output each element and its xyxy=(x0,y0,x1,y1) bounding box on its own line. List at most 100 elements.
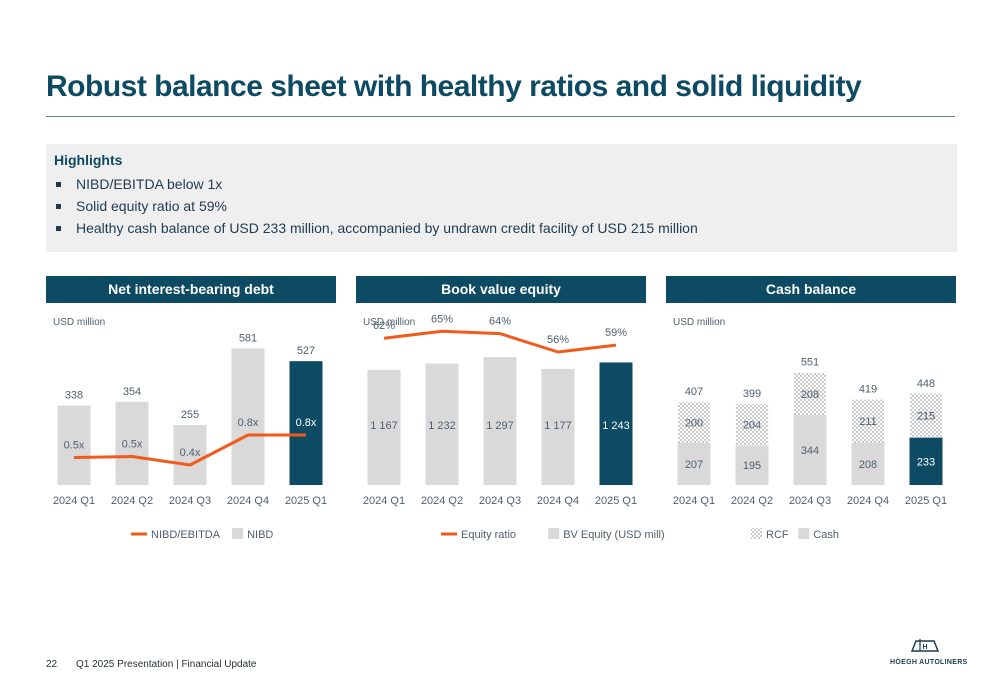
bar-value-label: 1 232 xyxy=(428,420,456,432)
highlights-heading: Highlights xyxy=(54,152,123,168)
logo-text: HÖEGH AUTOLINERS xyxy=(890,659,968,666)
line-value-label: 65% xyxy=(431,313,453,325)
x-tick-label: 2024 Q3 xyxy=(479,495,521,507)
legend-bar-swatch xyxy=(548,528,560,539)
x-tick-label: 2024 Q3 xyxy=(169,495,211,507)
total-value-label: 399 xyxy=(743,388,761,400)
cash-bar xyxy=(793,414,827,485)
cash-value-label: 195 xyxy=(743,460,761,472)
x-tick-label: 2024 Q4 xyxy=(537,495,579,507)
legend-label: Cash xyxy=(813,529,839,541)
bar xyxy=(541,368,575,485)
rcf-value-label: 211 xyxy=(859,416,877,428)
rcf-bar xyxy=(735,403,769,446)
legend-bar-swatch xyxy=(798,528,810,539)
total-value-label: 448 xyxy=(917,378,935,390)
bar-value-label: 354 xyxy=(123,386,141,398)
svg-text:H: H xyxy=(922,644,927,651)
rcf-bar xyxy=(793,372,827,415)
total-value-label: 419 xyxy=(859,384,877,396)
line-value-label: 0.4x xyxy=(180,447,201,459)
legend-label: NIBD/EBITDA xyxy=(151,529,221,541)
title-divider xyxy=(46,116,955,117)
x-tick-label: 2024 Q1 xyxy=(673,495,715,507)
bar-value-label: 1 243 xyxy=(602,420,630,432)
bar xyxy=(115,401,149,485)
unit-label: USD million xyxy=(363,317,415,328)
ratio-line xyxy=(383,329,617,354)
highlights-box: Highlights NIBD/EBITDA below 1x Solid eq… xyxy=(46,144,957,252)
x-tick-label: 2024 Q1 xyxy=(363,495,405,507)
x-tick-label: 2025 Q1 xyxy=(905,495,947,507)
x-tick-label: 2024 Q2 xyxy=(731,495,773,507)
x-tick-label: 2024 Q1 xyxy=(53,495,95,507)
rcf-value-label: 200 xyxy=(685,418,703,430)
highlight-item: Solid equity ratio at 59% xyxy=(54,196,698,218)
highlight-item: Healthy cash balance of USD 233 million,… xyxy=(54,218,698,240)
total-value-label: 551 xyxy=(801,357,819,369)
bar-value-label: 1 297 xyxy=(486,420,514,432)
equity-chart: 2024 Q1 2024 Q2 2024 Q3 2024 Q4 2025 Q1 USD m… xyxy=(358,313,665,541)
cash-value-label: 207 xyxy=(685,459,703,471)
legend-label: RCF xyxy=(766,529,789,541)
x-tick-label: 2024 Q2 xyxy=(111,495,153,507)
cash-value-label: 233 xyxy=(917,456,935,468)
line-value-label: 0.8x xyxy=(238,417,259,429)
cash-bar xyxy=(677,442,711,485)
company-logo: H HÖEGH AUTOLINERS xyxy=(890,637,968,669)
bar xyxy=(367,369,401,485)
x-tick-label: 2024 Q2 xyxy=(421,495,463,507)
rcf-bar xyxy=(909,393,943,438)
highlights-list: NIBD/EBITDA below 1x Solid equity ratio … xyxy=(54,174,698,240)
bar xyxy=(289,361,323,485)
line-value-label: 0.5x xyxy=(64,440,85,452)
footer-text: Q1 2025 Presentation | Financial Update xyxy=(76,659,257,670)
x-tick-label: 2024 Q3 xyxy=(789,495,831,507)
panel-title-cash: Cash balance xyxy=(666,276,956,303)
line-value-label: 0.8x xyxy=(296,417,317,429)
rcf-bar xyxy=(851,399,885,443)
legend-label: NIBD xyxy=(247,529,273,541)
cash-chart: 2024 Q1 2024 Q2 2024 Q3 2024 Q4 2025 Q1 USD m… xyxy=(668,317,964,541)
line-value-label: 64% xyxy=(489,316,511,328)
legend-bar-swatch xyxy=(232,528,244,539)
logo-mark-icon: H xyxy=(910,639,940,652)
bar xyxy=(57,405,91,485)
nibd-chart: 2024 Q1 2024 Q2 2024 Q3 2024 Q4 2025 Q1 USD m… xyxy=(48,317,344,541)
x-tick-label: 2025 Q1 xyxy=(285,495,327,507)
bar-value-label: 255 xyxy=(181,409,199,421)
rcf-value-label: 204 xyxy=(743,420,761,432)
bar xyxy=(599,362,633,485)
highlight-item: NIBD/EBITDA below 1x xyxy=(54,174,698,196)
legend-label: BV Equity (USD mill) xyxy=(563,529,664,541)
legend-dotted-swatch xyxy=(751,528,762,539)
ratio-line xyxy=(73,433,306,467)
rcf-value-label: 208 xyxy=(801,389,819,401)
panel-title-equity: Book value equity xyxy=(356,276,646,303)
page-title: Robust balance sheet with healthy ratios… xyxy=(46,70,862,103)
panel-title-nibd: Net interest-bearing debt xyxy=(46,276,336,303)
cash-bar xyxy=(735,445,769,485)
cash-value-label: 208 xyxy=(859,459,877,471)
bar xyxy=(231,348,265,485)
page-number: 22 xyxy=(46,659,58,670)
line-value-label: 0.5x xyxy=(122,439,143,451)
legend-label: Equity ratio xyxy=(461,529,516,541)
line-value-label: 59% xyxy=(605,327,627,339)
bar-value-label: 1 177 xyxy=(544,420,572,432)
cash-value-label: 344 xyxy=(801,445,819,457)
x-tick-label: 2025 Q1 xyxy=(595,495,637,507)
cash-bar xyxy=(909,437,943,485)
x-tick-label: 2024 Q4 xyxy=(847,495,889,507)
bar-value-label: 527 xyxy=(297,345,315,357)
line-value-label: 56% xyxy=(547,334,569,346)
unit-label: USD million xyxy=(53,317,105,328)
bar-value-label: 338 xyxy=(65,390,83,402)
bar-value-label: 581 xyxy=(239,332,257,344)
line-value-label: 62% xyxy=(373,320,395,332)
bar xyxy=(483,357,517,485)
cash-bar xyxy=(851,442,885,485)
rcf-bar xyxy=(677,402,711,443)
unit-label: USD million xyxy=(673,317,725,328)
x-tick-label: 2024 Q4 xyxy=(227,495,269,507)
